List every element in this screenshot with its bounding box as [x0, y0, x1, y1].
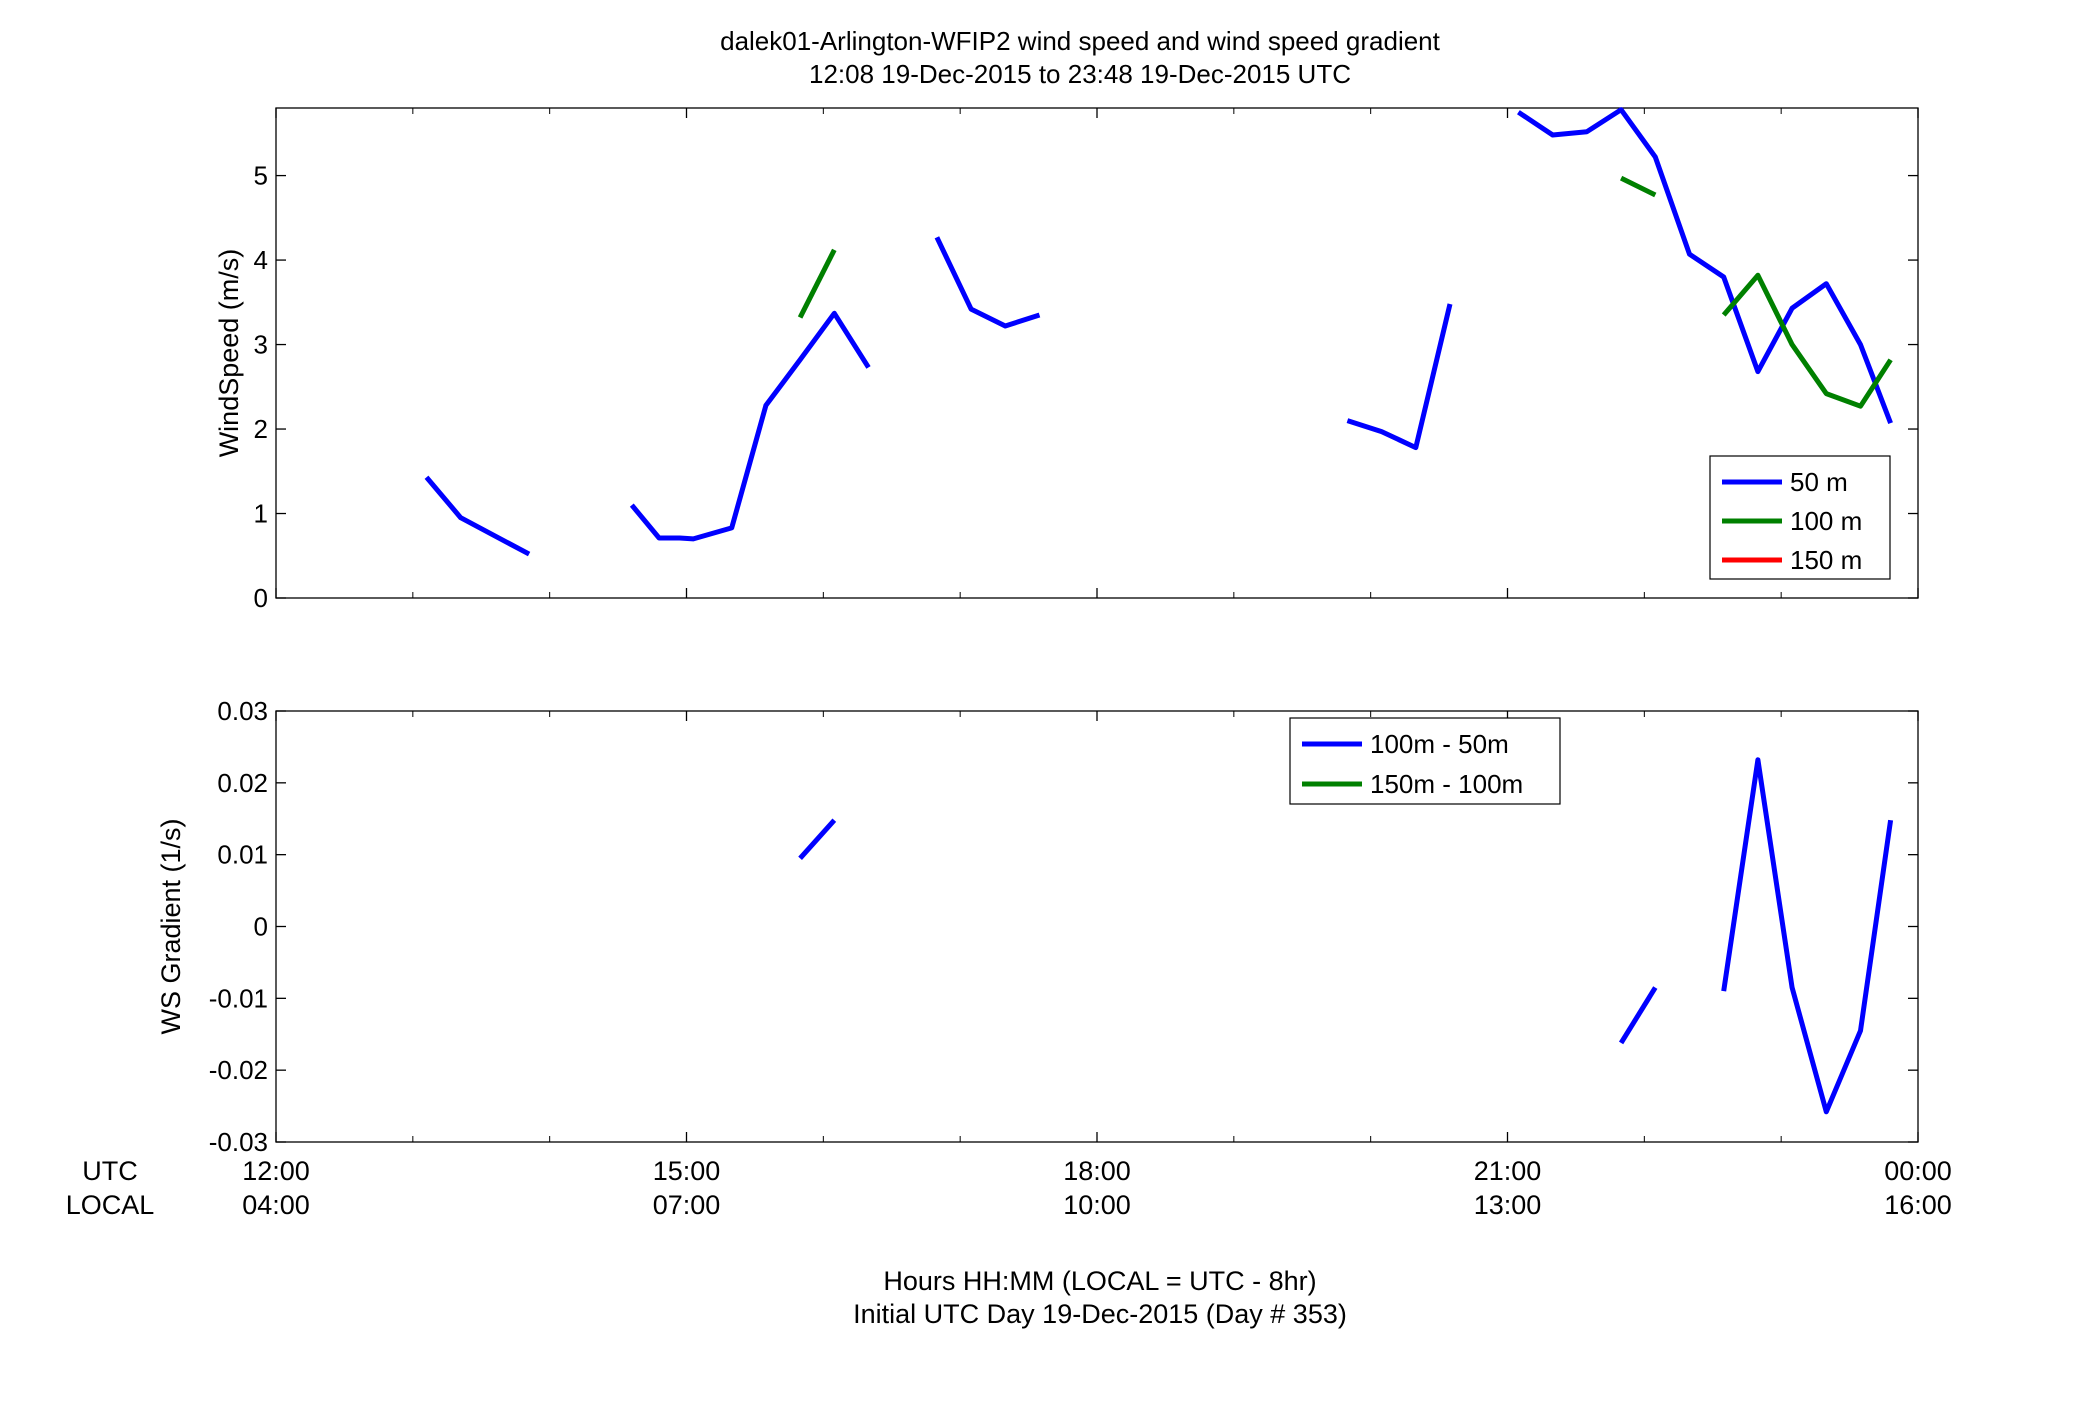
x-tick-label-utc: 15:00 — [653, 1156, 721, 1186]
series-line-100m_50m — [798, 818, 837, 860]
y-tick-label: 0.03 — [217, 696, 268, 726]
y-axis-label: WS Gradient (1/s) — [156, 818, 186, 1034]
plot-frame — [275, 710, 1919, 1143]
series-line-50m — [629, 310, 871, 542]
x-axis-label-line1: Hours HH:MM (LOCAL = UTC - 8hr) — [883, 1266, 1316, 1296]
series-line-100m_50m — [1721, 757, 1894, 1115]
series-line-100m — [1619, 175, 1657, 198]
x-tick-label-utc: 21:00 — [1474, 1156, 1542, 1186]
x-tick-label-local: 16:00 — [1884, 1190, 1952, 1220]
y-tick-label: 0.01 — [217, 840, 268, 870]
y-tick-label: 3 — [254, 330, 268, 360]
chart-title: dalek01-Arlington-WFIP2 wind speed and w… — [720, 26, 1441, 56]
plot-frame — [275, 107, 1919, 599]
utc-row-label: UTC — [82, 1156, 138, 1186]
x-tick-label-local: 13:00 — [1474, 1190, 1542, 1220]
y-tick-label: 0 — [254, 583, 268, 613]
x-tick-label-local: 10:00 — [1063, 1190, 1131, 1220]
x-tick-label-utc: 12:00 — [242, 1156, 310, 1186]
legend: 100m - 50m 150m - 100m — [1289, 717, 1561, 805]
x-tick-label-local: 04:00 — [242, 1190, 310, 1220]
local-row-label: LOCAL — [66, 1190, 155, 1220]
legend-label: 50 m — [1790, 467, 1848, 497]
panel-windspeed: 0 1 2 3 4 5 WindSpeed (m/s) 50 m 100 m 150 m — [214, 107, 1919, 613]
y-axis-label: WindSpeed (m/s) — [214, 249, 244, 458]
y-tick-label: 4 — [254, 245, 268, 275]
series-line-100m — [1721, 272, 1893, 409]
legend-label: 150m - 100m — [1370, 769, 1523, 799]
legend-label: 100 m — [1790, 506, 1862, 536]
series-line-50m — [934, 236, 1041, 329]
series-line-100m_50m — [1618, 986, 1658, 1045]
legend-box — [1289, 717, 1561, 805]
y-tick-label: 0 — [254, 912, 268, 942]
panel-gradient: -0.03 -0.02 -0.01 0 0.01 0.02 0.03 WS Gradient … — [156, 696, 1919, 1157]
legend-label: 100m - 50m — [1370, 729, 1509, 759]
x-axis-label-line2: Initial UTC Day 19-Dec-2015 (Day # 353) — [853, 1299, 1347, 1329]
y-tick-label: 1 — [254, 499, 268, 529]
series-line-100m — [797, 248, 837, 319]
legend: 50 m 100 m 150 m — [1709, 455, 1891, 580]
series-line-50m — [424, 475, 531, 557]
y-tick-label: 0.02 — [217, 768, 268, 798]
y-tick-label: -0.02 — [209, 1055, 268, 1085]
legend-label: 150 m — [1790, 545, 1862, 575]
series-line-50m — [1517, 107, 1893, 424]
chart-subtitle: 12:08 19-Dec-2015 to 23:48 19-Dec-2015 U… — [809, 59, 1351, 89]
x-tick-label-utc: 18:00 — [1063, 1156, 1131, 1186]
y-tick-label: -0.03 — [209, 1127, 268, 1157]
y-tick-label: 2 — [254, 414, 268, 444]
y-tick-label: 5 — [254, 161, 268, 191]
x-tick-label-local: 07:00 — [653, 1190, 721, 1220]
series-line-50m — [1346, 303, 1453, 451]
x-tick-label-utc: 00:00 — [1884, 1156, 1952, 1186]
y-tick-label: -0.01 — [209, 983, 268, 1013]
